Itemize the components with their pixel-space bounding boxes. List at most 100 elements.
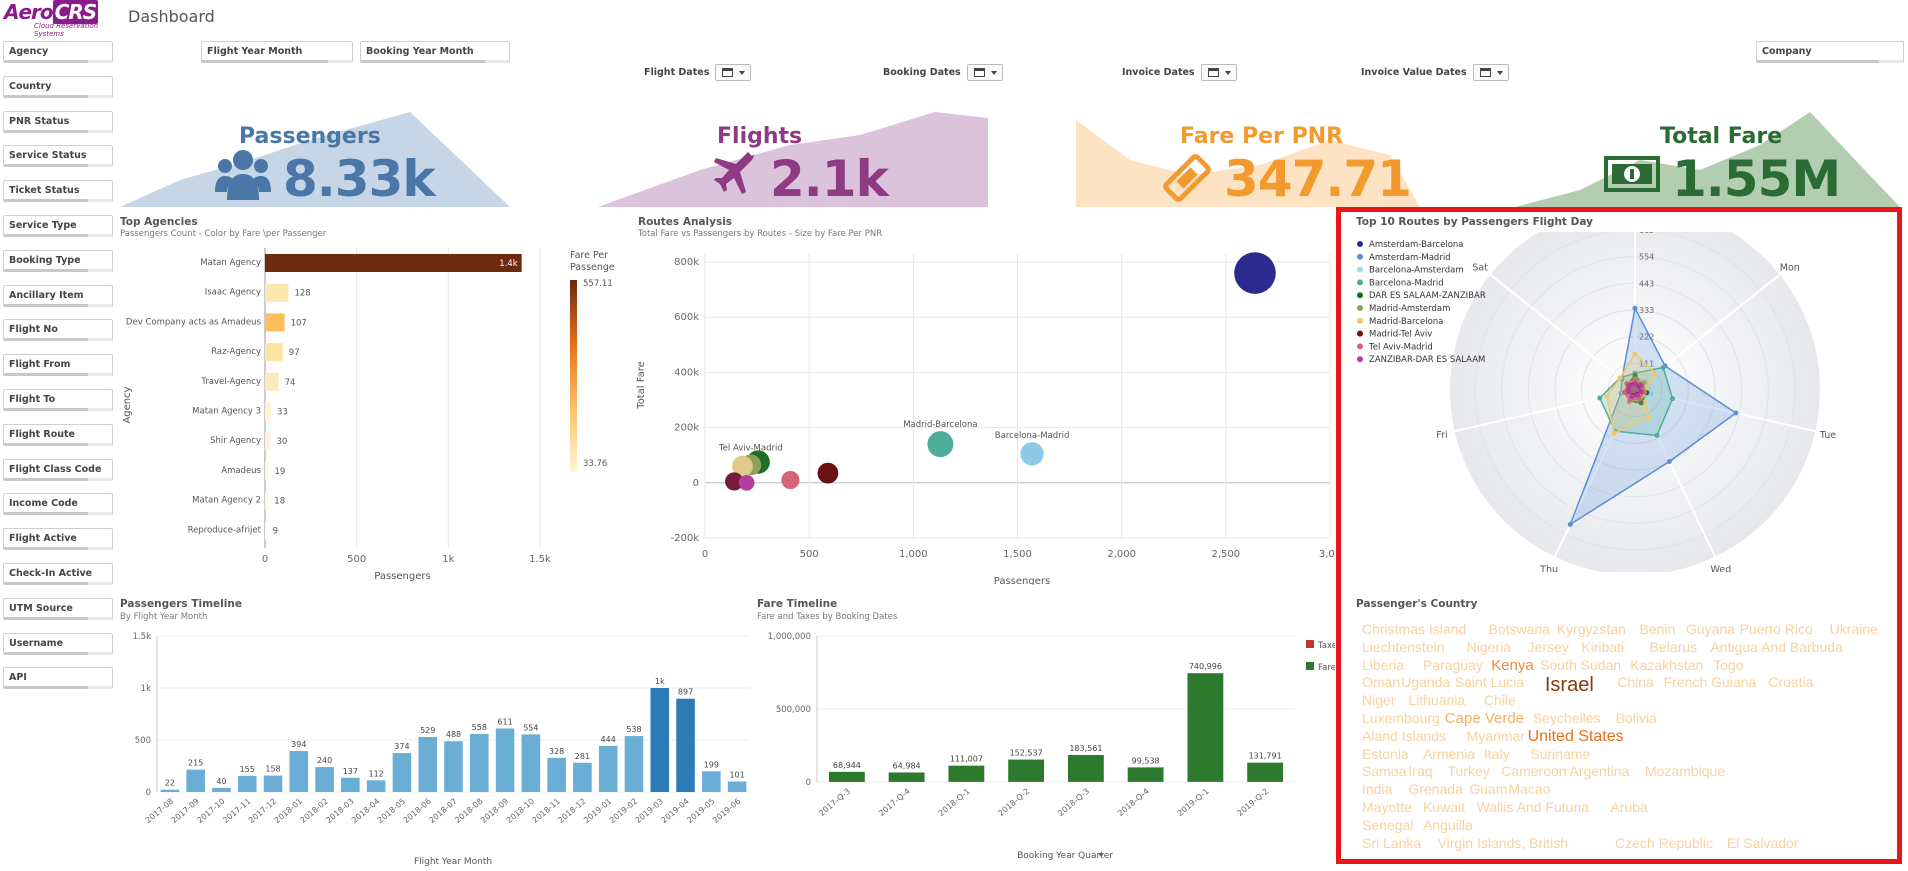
country-word[interactable]: Sri Lanka [1362, 834, 1422, 851]
filter-service-status[interactable]: Service Status [3, 145, 113, 168]
country-word[interactable]: Argentina [1569, 763, 1630, 780]
country-word[interactable]: Chile [1483, 692, 1516, 709]
point-label: Barcelona-Madrid [995, 431, 1070, 441]
country-word[interactable]: Cameroon [1501, 763, 1567, 780]
filter-income-code[interactable]: Income Code [3, 493, 113, 516]
filter-ancillary-item[interactable]: Ancillary Item [3, 284, 113, 307]
country-word[interactable]: Samoa [1362, 763, 1407, 780]
country-word[interactable]: Mozambique [1644, 763, 1726, 780]
radar-chart[interactable]: SunMonTueWedThuFriSat111222333443554665A… [1345, 232, 1897, 572]
filter-username[interactable]: Username [3, 632, 113, 655]
country-word[interactable]: Wallis And Futuna [1476, 799, 1589, 815]
country-word[interactable]: Christmas Island [1362, 621, 1467, 637]
country-word[interactable]: Cape Verde [1444, 710, 1525, 727]
filter-country[interactable]: Country [3, 75, 113, 98]
country-word[interactable]: Saint Lucia [1454, 674, 1525, 691]
filter-api[interactable]: API [3, 667, 113, 690]
country-word[interactable]: Jersey [1527, 638, 1569, 655]
country-word[interactable]: French Guiana [1663, 674, 1757, 691]
country-word[interactable]: India [1362, 781, 1393, 798]
calendar-dropdown-button[interactable] [1200, 64, 1237, 81]
country-word[interactable]: Bolivia [1615, 710, 1657, 726]
country-word[interactable]: Paraguay [1422, 656, 1483, 673]
filter-booking-type[interactable]: Booking Type [3, 249, 113, 272]
country-word[interactable]: Armenia [1422, 745, 1476, 762]
country-word[interactable]: Kazakhstan [1630, 656, 1704, 673]
filter-service-type[interactable]: Service Type [3, 215, 113, 237]
calendar-dropdown-button[interactable] [966, 64, 1003, 81]
country-word[interactable]: Kuwait [1422, 799, 1465, 815]
country-word[interactable]: Liechtenstein [1362, 638, 1445, 655]
country-word[interactable]: Kenya [1491, 656, 1534, 674]
calendar-dropdown-button[interactable] [1472, 64, 1509, 81]
booking-year-month-filter[interactable]: Booking Year Month [360, 41, 510, 63]
country-word[interactable]: Czech Republic [1614, 834, 1714, 851]
country-word[interactable]: Israel [1544, 674, 1594, 697]
company-filter[interactable]: Company [1756, 41, 1904, 63]
country-word[interactable]: Niger [1362, 692, 1396, 709]
flight-year-month-filter[interactable]: Flight Year Month [201, 41, 353, 63]
country-word[interactable]: Belarus [1649, 638, 1697, 655]
country-word[interactable]: Luxembourg [1362, 710, 1440, 726]
country-word[interactable]: Mayotte [1362, 799, 1412, 815]
country-word[interactable]: Guyana [1685, 621, 1735, 637]
country-word[interactable]: Anguilla [1422, 816, 1473, 833]
country-word[interactable]: Virgin Islands, British [1437, 834, 1568, 851]
bar [265, 343, 283, 362]
country-word[interactable]: Uganda [1401, 674, 1451, 691]
country-word[interactable]: Kiribati [1581, 638, 1625, 655]
filter-utm-source[interactable]: UTM Source [3, 597, 113, 620]
country-word[interactable]: Liberia [1362, 656, 1405, 673]
filter-flight-no[interactable]: Flight No [3, 319, 113, 342]
country-word[interactable]: Grenada [1408, 781, 1463, 798]
fare-timeline-chart[interactable]: 1,000,000 500,000 0 68,944 2017-Q-3 64,984 201… [755, 622, 1335, 870]
country-word[interactable]: Macao [1508, 781, 1551, 798]
country-word[interactable]: El Salvador [1726, 834, 1799, 851]
country-word[interactable]: Benin [1639, 621, 1676, 637]
country-word[interactable]: Nigeria [1466, 638, 1511, 655]
country-word[interactable]: Croatia [1768, 674, 1814, 691]
country-word[interactable]: Botswana [1488, 621, 1550, 637]
bar [237, 775, 257, 792]
country-word[interactable]: Kyrgyzstan [1556, 621, 1626, 637]
filter-flight-active[interactable]: Flight Active [3, 528, 113, 551]
filter-check-in-active[interactable]: Check-In Active [3, 563, 113, 585]
country-word[interactable]: South Sudan [1540, 656, 1622, 673]
country-word[interactable]: Oman [1362, 674, 1401, 691]
country-word[interactable]: Iraq [1408, 763, 1433, 780]
country-word[interactable]: Guam [1469, 781, 1508, 798]
filter-flight-route[interactable]: Flight Route [3, 423, 113, 446]
filter-flight-class-code[interactable]: Flight Class Code [3, 458, 113, 481]
country-word[interactable]: Aland Islands [1362, 727, 1447, 744]
country-word[interactable]: Togo [1713, 656, 1744, 673]
passengers-timeline-chart[interactable]: 1.5k 1k 500 0 22 2017-08 215 2017-09 40 2017-10 15… [115, 622, 755, 870]
filter-ticket-status[interactable]: Ticket Status [3, 180, 113, 203]
country-word[interactable]: Myanmar [1466, 727, 1525, 744]
country-word[interactable]: Estonia [1362, 745, 1409, 762]
filter-pnr-status[interactable]: PNR Status [3, 110, 113, 133]
scatter-point [1020, 442, 1044, 466]
bar-value-label: 158 [265, 765, 280, 774]
country-word[interactable]: United States [1527, 727, 1624, 745]
country-word[interactable]: Puerto Rico [1739, 621, 1813, 637]
country-word[interactable]: Suriname [1530, 745, 1591, 762]
radar-axis-label: Mon [1780, 263, 1800, 274]
country-word[interactable]: Italy [1483, 745, 1510, 762]
country-word[interactable]: Antigua And Barbuda [1710, 638, 1843, 655]
country-word[interactable]: Aruba [1610, 799, 1648, 815]
calendar-dropdown-button[interactable] [715, 64, 752, 81]
country-word[interactable]: Seychelles [1532, 710, 1601, 726]
country-word[interactable]: Ukraine [1829, 621, 1878, 637]
country-word-cloud[interactable]: Christmas Island Botswana Kyrgyzstan Benin G… [1356, 612, 1896, 860]
top-agencies-chart[interactable]: 0 500 1k 1.5k Matan Agency 1.4k Isaac Agency 12… [115, 240, 615, 585]
filter-agency[interactable]: Agency [3, 41, 113, 63]
filter-flight-to[interactable]: Flight To [3, 389, 113, 411]
filter-flight-from[interactable]: Flight From [3, 354, 113, 377]
radar-tick-label: 554 [1639, 253, 1654, 262]
radar-point [1632, 305, 1638, 311]
country-word[interactable]: China [1617, 674, 1654, 691]
country-word[interactable]: Turkey [1447, 763, 1490, 780]
country-word[interactable]: Lithuania [1408, 692, 1466, 709]
country-word[interactable]: Senegal [1362, 816, 1414, 833]
